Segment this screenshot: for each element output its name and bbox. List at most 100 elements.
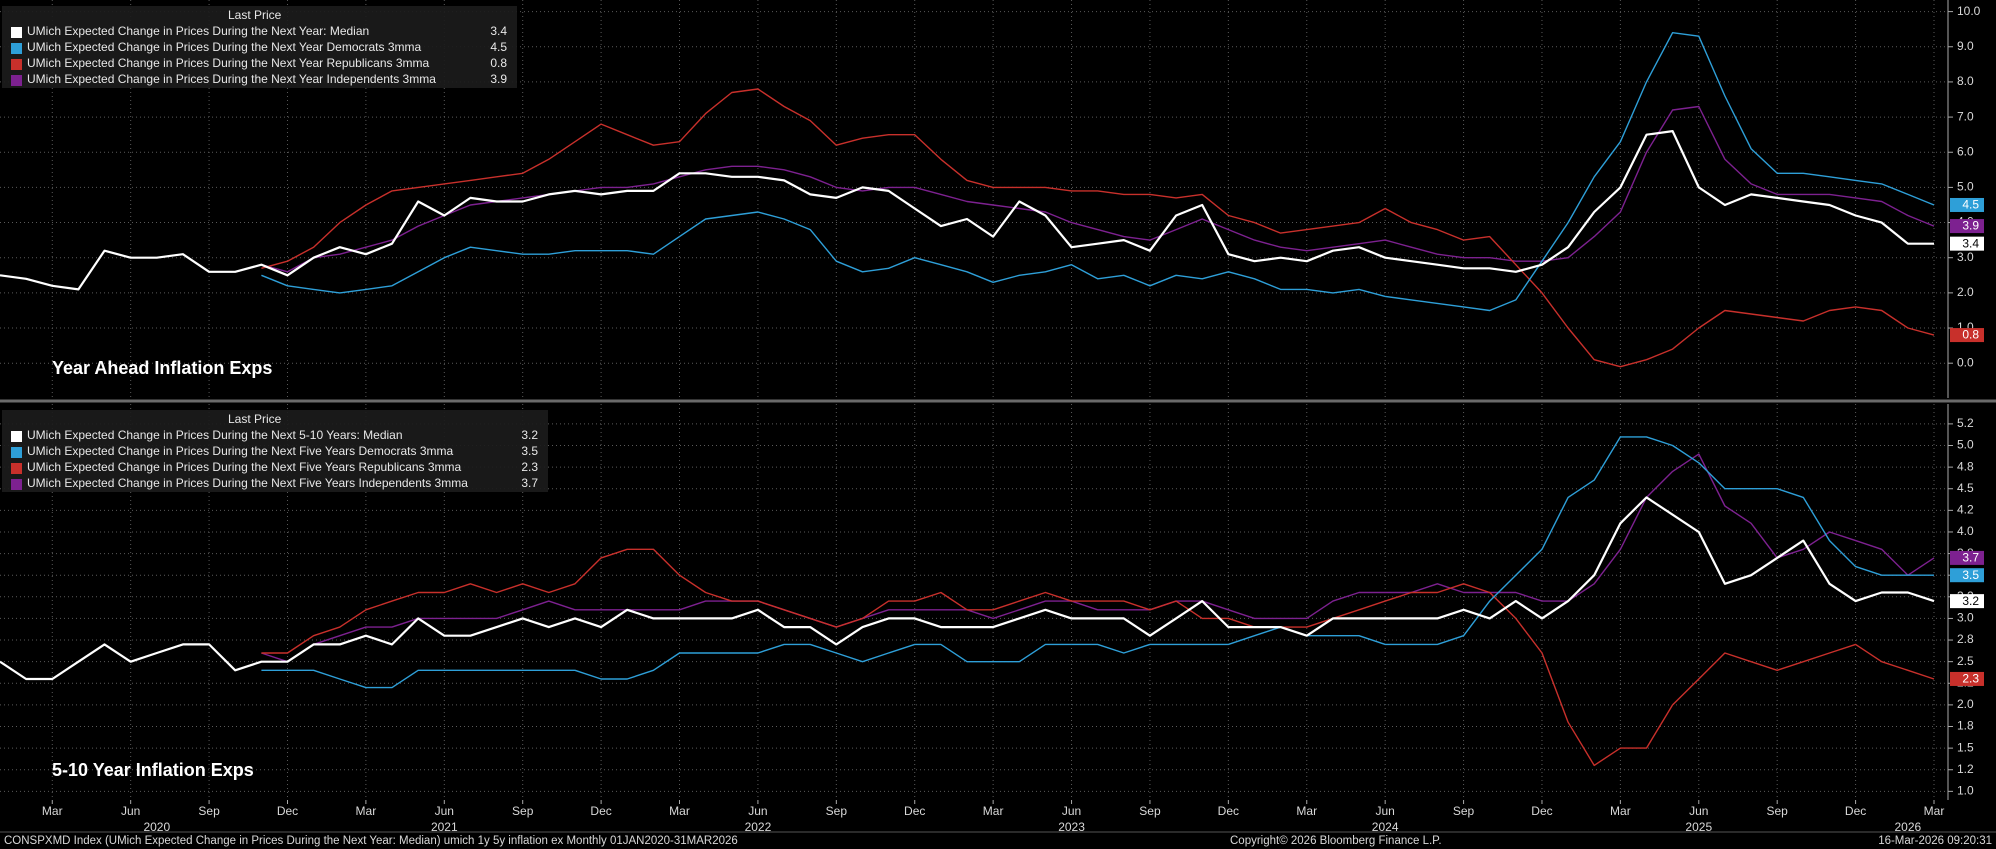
- x-tick-label: Mar: [1610, 804, 1631, 818]
- legend-swatch: [11, 27, 22, 38]
- x-tick-label: Jun: [1062, 804, 1081, 818]
- footer-right: 16-Mar-2026 09:20:31: [1878, 835, 1992, 847]
- value-tag: [1950, 568, 1984, 583]
- x-tick-label: Sep: [1767, 804, 1789, 818]
- legend-value: 2.3: [521, 460, 538, 474]
- legend-label: UMich Expected Change in Prices During t…: [27, 476, 468, 490]
- y-tick-label: 4.0: [1957, 524, 1974, 538]
- legend-value: 3.4: [490, 24, 507, 38]
- legend-swatch: [11, 479, 22, 490]
- legend-label: UMich Expected Change in Prices During t…: [27, 24, 369, 38]
- series-line: [261, 88, 1935, 368]
- panel: 1.01.21.51.82.02.22.52.83.03.23.53.84.04…: [0, 404, 1984, 800]
- value-tag: [1950, 594, 1984, 609]
- x-year-label: 2022: [745, 820, 772, 834]
- x-tick-label: Jun: [1375, 804, 1394, 818]
- series-line: [261, 436, 1934, 689]
- value-tag-label: 3.7: [1962, 551, 1979, 565]
- x-tick-label: Mar: [356, 804, 377, 818]
- legend-value: 4.5: [490, 40, 507, 54]
- value-tag-label: 3.5: [1962, 568, 1979, 582]
- x-tick-label: Mar: [1296, 804, 1317, 818]
- y-tick-label: 1.2: [1957, 762, 1974, 776]
- value-tag-label: 3.9: [1962, 219, 1979, 233]
- series-line: [0, 130, 1934, 291]
- legend-label: UMich Expected Change in Prices During t…: [27, 460, 462, 474]
- x-year-label: 2020: [143, 820, 170, 834]
- legend-label: UMich Expected Change in Prices During t…: [27, 428, 403, 442]
- legend-value: 3.7: [521, 476, 538, 490]
- y-tick-label: 4.8: [1957, 459, 1974, 473]
- footer-center: Copyright© 2026 Bloomberg Finance L.P.: [1230, 835, 1442, 847]
- y-tick-label: 10.0: [1957, 4, 1981, 18]
- x-tick-label: Jun: [1689, 804, 1708, 818]
- y-tick-label: 5.0: [1957, 438, 1974, 452]
- x-year-label: 2025: [1685, 820, 1712, 834]
- y-tick-label: 0.0: [1957, 355, 1974, 369]
- x-tick-label: Sep: [512, 804, 534, 818]
- legend-swatch: [11, 75, 22, 86]
- series-line: [261, 32, 1935, 312]
- x-tick-label: Dec: [904, 804, 925, 818]
- y-tick-label: 8.0: [1957, 74, 1974, 88]
- x-tick-label: Dec: [590, 804, 611, 818]
- y-tick-label: 6.0: [1957, 144, 1974, 158]
- x-tick-label: Mar: [983, 804, 1004, 818]
- series-line: [261, 453, 1935, 663]
- x-tick-label: Mar: [42, 804, 63, 818]
- series-line: [0, 496, 1935, 681]
- x-tick-label: Mar: [669, 804, 690, 818]
- legend-swatch: [11, 43, 22, 54]
- x-year-label: 2023: [1058, 820, 1085, 834]
- value-tag: [1950, 550, 1984, 565]
- y-tick-label: 7.0: [1957, 109, 1974, 123]
- legend-swatch: [11, 447, 22, 458]
- x-tick-label: Sep: [1453, 804, 1475, 818]
- legend-value: 3.2: [521, 428, 538, 442]
- x-tick-label: Dec: [1531, 804, 1552, 818]
- value-tag: [1950, 328, 1984, 343]
- y-tick-label: 2.5: [1957, 654, 1974, 668]
- x-tick-label: Dec: [1218, 804, 1239, 818]
- panel: 0.01.02.03.04.05.06.07.08.09.010.03.44.5…: [0, 0, 1984, 398]
- value-tag: [1950, 197, 1984, 212]
- legend-swatch: [11, 431, 22, 442]
- x-tick-label: Sep: [1139, 804, 1161, 818]
- value-tag-label: 3.2: [1962, 594, 1979, 608]
- x-tick-label: Jun: [435, 804, 454, 818]
- y-tick-label: 2.0: [1957, 285, 1974, 299]
- series-line: [261, 105, 1935, 273]
- y-tick-label: 5.2: [1957, 416, 1974, 430]
- x-tick-label: Mar: [1924, 804, 1945, 818]
- legend-swatch: [11, 59, 22, 70]
- x-year-label: 2026: [1895, 820, 1922, 834]
- y-tick-label: 2.0: [1957, 697, 1974, 711]
- y-tick-label: 9.0: [1957, 39, 1974, 53]
- legend-label: UMich Expected Change in Prices During t…: [27, 72, 436, 86]
- x-tick-label: Sep: [198, 804, 220, 818]
- y-tick-label: 5.0: [1957, 180, 1974, 194]
- x-tick-label: Dec: [1845, 804, 1866, 818]
- value-tag-label: 0.8: [1962, 328, 1979, 342]
- value-tag: [1950, 236, 1984, 251]
- value-tag-label: 4.5: [1962, 198, 1979, 212]
- legend-swatch: [11, 463, 22, 474]
- y-tick-label: 4.2: [1957, 503, 1974, 517]
- value-tag: [1950, 671, 1984, 686]
- y-tick-label: 1.0: [1957, 784, 1974, 798]
- value-tag-label: 3.4: [1962, 236, 1979, 250]
- legend-value: 3.9: [490, 72, 507, 86]
- legend-box: [2, 6, 517, 88]
- x-tick-label: Jun: [748, 804, 767, 818]
- panel-title: 5-10 Year Inflation Exps: [52, 760, 254, 780]
- legend-box: [2, 410, 548, 492]
- x-year-label: 2021: [431, 820, 458, 834]
- value-tag-label: 2.3: [1962, 672, 1979, 686]
- legend-value: 3.5: [521, 444, 538, 458]
- legend-title: Last Price: [228, 8, 282, 22]
- legend-label: UMich Expected Change in Prices During t…: [27, 40, 422, 54]
- x-tick-label: Dec: [277, 804, 298, 818]
- y-tick-label: 4.5: [1957, 481, 1974, 495]
